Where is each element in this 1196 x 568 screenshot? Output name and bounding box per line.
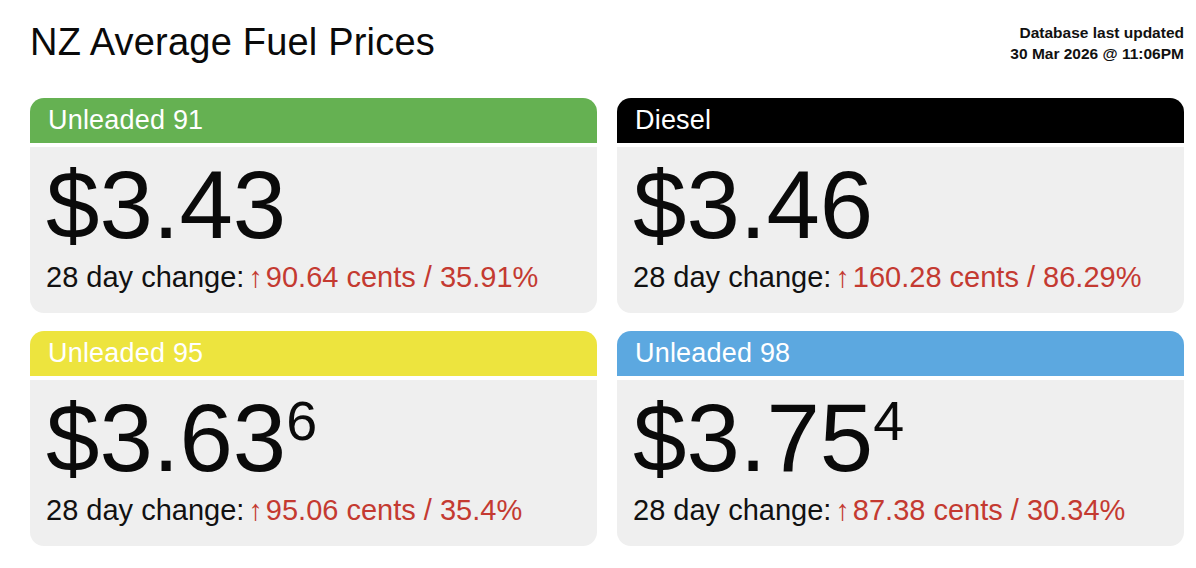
- fuel-price: $3.43: [46, 157, 581, 253]
- change-amount: 90.64 cents / 35.91%: [266, 261, 538, 293]
- fuel-card-unleaded-95: Unleaded 95 $3.636 28 day change:↑95.06 …: [30, 331, 597, 546]
- up-arrow-icon: ↑: [835, 261, 850, 293]
- fuel-card-unleaded-98: Unleaded 98 $3.754 28 day change:↑87.38 …: [617, 331, 1184, 546]
- fuel-price-change: 28 day change:↑160.28 cents / 86.29%: [633, 262, 1168, 294]
- database-updated-info: Database last updated 30 Mar 2026 @ 11:0…: [1010, 20, 1184, 64]
- change-value: ↑87.38 cents / 30.34%: [835, 494, 1125, 526]
- fuel-card-header: Diesel: [617, 98, 1184, 143]
- page-title: NZ Average Fuel Prices: [30, 20, 435, 64]
- fuel-type-label: Unleaded 98: [635, 338, 790, 369]
- fuel-card-body: $3.754 28 day change:↑87.38 cents / 30.3…: [617, 380, 1184, 546]
- fuel-card-header: Unleaded 95: [30, 331, 597, 376]
- fuel-price-change: 28 day change:↑90.64 cents / 35.91%: [46, 262, 581, 294]
- database-updated-label: Database last updated: [1010, 22, 1184, 43]
- fuel-price-tenths: 6: [286, 390, 317, 452]
- fuel-type-label: Unleaded 95: [48, 338, 203, 369]
- change-amount: 95.06 cents / 35.4%: [266, 494, 522, 526]
- fuel-price-main: $3.75: [633, 384, 873, 491]
- fuel-price-change: 28 day change:↑87.38 cents / 30.34%: [633, 495, 1168, 527]
- fuel-card-diesel: Diesel $3.46 28 day change:↑160.28 cents…: [617, 98, 1184, 313]
- fuel-card-unleaded-91: Unleaded 91 $3.43 28 day change:↑90.64 c…: [30, 98, 597, 313]
- change-label: 28 day change:: [633, 494, 831, 526]
- fuel-card-body: $3.43 28 day change:↑90.64 cents / 35.91…: [30, 147, 597, 313]
- fuel-price: $3.46: [633, 157, 1168, 253]
- fuel-price-main: $3.63: [46, 384, 286, 491]
- fuel-price-main: $3.46: [633, 151, 873, 258]
- up-arrow-icon: ↑: [248, 494, 263, 526]
- fuel-price-main: $3.43: [46, 151, 286, 258]
- up-arrow-icon: ↑: [248, 261, 263, 293]
- change-label: 28 day change:: [633, 261, 831, 293]
- change-value: ↑160.28 cents / 86.29%: [835, 261, 1141, 293]
- change-amount: 160.28 cents / 86.29%: [853, 261, 1142, 293]
- fuel-card-header: Unleaded 98: [617, 331, 1184, 376]
- fuel-type-label: Diesel: [635, 105, 711, 136]
- fuel-type-label: Unleaded 91: [48, 105, 203, 136]
- change-value: ↑90.64 cents / 35.91%: [248, 261, 538, 293]
- change-amount: 87.38 cents / 30.34%: [853, 494, 1125, 526]
- topbar: NZ Average Fuel Prices Database last upd…: [30, 0, 1184, 64]
- fuel-prices-page: NZ Average Fuel Prices Database last upd…: [0, 0, 1196, 568]
- database-updated-timestamp: 30 Mar 2026 @ 11:06PM: [1010, 43, 1184, 64]
- up-arrow-icon: ↑: [835, 494, 850, 526]
- change-label: 28 day change:: [46, 261, 244, 293]
- fuel-cards-grid: Unleaded 91 $3.43 28 day change:↑90.64 c…: [30, 98, 1184, 546]
- fuel-card-header: Unleaded 91: [30, 98, 597, 143]
- fuel-price: $3.754: [633, 390, 1168, 486]
- change-value: ↑95.06 cents / 35.4%: [248, 494, 522, 526]
- fuel-price-tenths: 4: [873, 390, 904, 452]
- change-label: 28 day change:: [46, 494, 244, 526]
- fuel-price-change: 28 day change:↑95.06 cents / 35.4%: [46, 495, 581, 527]
- fuel-card-body: $3.46 28 day change:↑160.28 cents / 86.2…: [617, 147, 1184, 313]
- fuel-price: $3.636: [46, 390, 581, 486]
- fuel-card-body: $3.636 28 day change:↑95.06 cents / 35.4…: [30, 380, 597, 546]
